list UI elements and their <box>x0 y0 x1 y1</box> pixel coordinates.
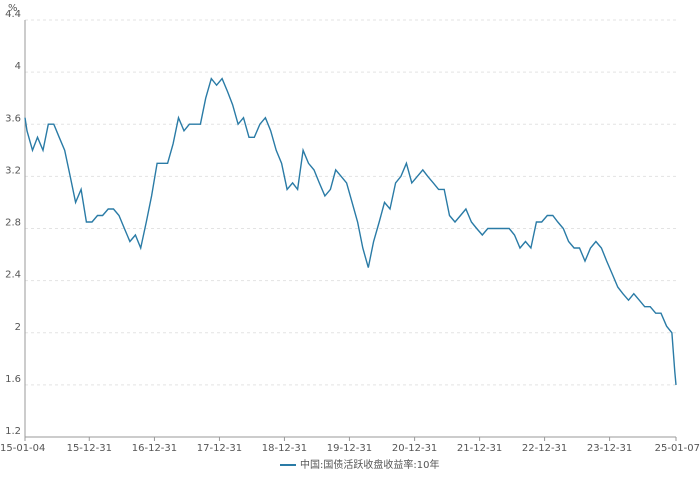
y-axis-label: % <box>8 3 18 14</box>
y-tick-label: 2.4 <box>5 270 21 281</box>
x-tick-label: 23-12-31 <box>587 443 632 454</box>
y-tick-label: 2 <box>15 322 21 333</box>
x-tick-label: 21-12-31 <box>457 443 502 454</box>
x-tick-label: 17-12-31 <box>197 443 242 454</box>
y-tick-label: 1.6 <box>5 374 21 385</box>
y-tick-label: 2.8 <box>5 218 21 229</box>
y-tick-label: 4.4 <box>5 9 21 20</box>
line-series <box>24 77 677 385</box>
y-tick-label: 3.2 <box>5 165 21 176</box>
x-tick-label: 16-12-31 <box>132 443 177 454</box>
y-tick-label: 3.6 <box>5 113 21 124</box>
legend-label: 中国:国债活跃收盘收益率:10年 <box>300 458 439 471</box>
x-tick-label: 15-12-31 <box>67 443 112 454</box>
x-tick-label: 15-01-04 <box>0 443 45 454</box>
x-tick-label: 20-12-31 <box>392 443 437 454</box>
x-tick-label: 18-12-31 <box>262 443 307 454</box>
x-tick-label: 25-01-07 <box>655 443 700 454</box>
y-tick-label: 4 <box>15 61 21 72</box>
x-tick-label: 22-12-31 <box>522 443 567 454</box>
y-tick-label: 1.2 <box>5 426 21 437</box>
x-tick-label: 19-12-31 <box>327 443 372 454</box>
